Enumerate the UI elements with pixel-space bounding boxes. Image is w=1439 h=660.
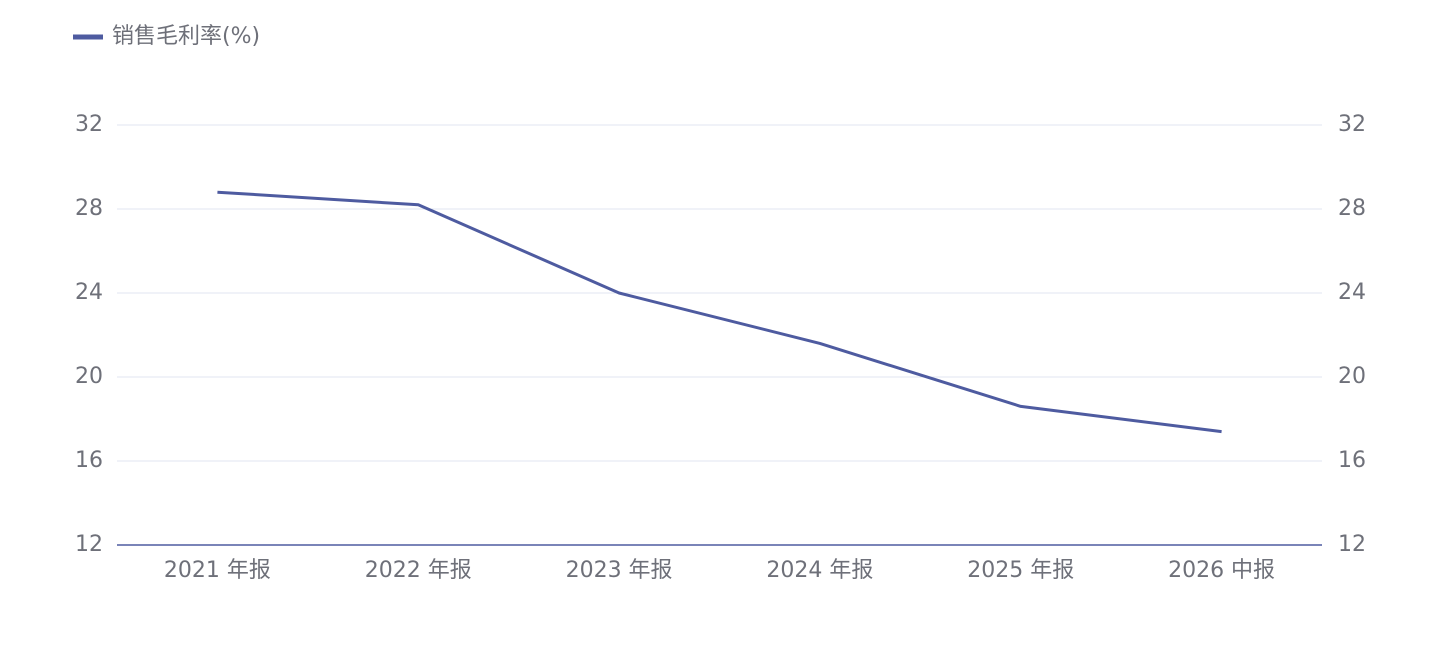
y2-tick-label: 24 <box>1338 280 1366 305</box>
y-tick-label: 32 <box>75 112 103 137</box>
y2-tick-label: 12 <box>1338 532 1366 557</box>
x-tick-label: 2024 年报 <box>766 558 873 583</box>
legend-label: 销售毛利率(%) <box>112 24 260 49</box>
y2-tick-label: 28 <box>1338 196 1366 221</box>
y2-tick-label: 20 <box>1338 364 1366 389</box>
y-tick-label: 16 <box>75 448 103 473</box>
line <box>217 190 1222 434</box>
y-tick-label: 24 <box>75 280 103 305</box>
y-tick-label: 12 <box>75 532 103 557</box>
x-tick-label: 2021 年报 <box>164 558 271 583</box>
x-tick-label: 2026 中报 <box>1168 558 1275 583</box>
y-tick-label: 28 <box>75 196 103 221</box>
x-tick-label: 2022 年报 <box>365 558 472 583</box>
x-tick-label: 2023 年报 <box>566 558 673 583</box>
y2-tick-label: 16 <box>1338 448 1366 473</box>
y2-tick-label: 32 <box>1338 112 1366 137</box>
x-tick-label: 2025 年报 <box>967 558 1074 583</box>
y-tick-label: 20 <box>75 364 103 389</box>
